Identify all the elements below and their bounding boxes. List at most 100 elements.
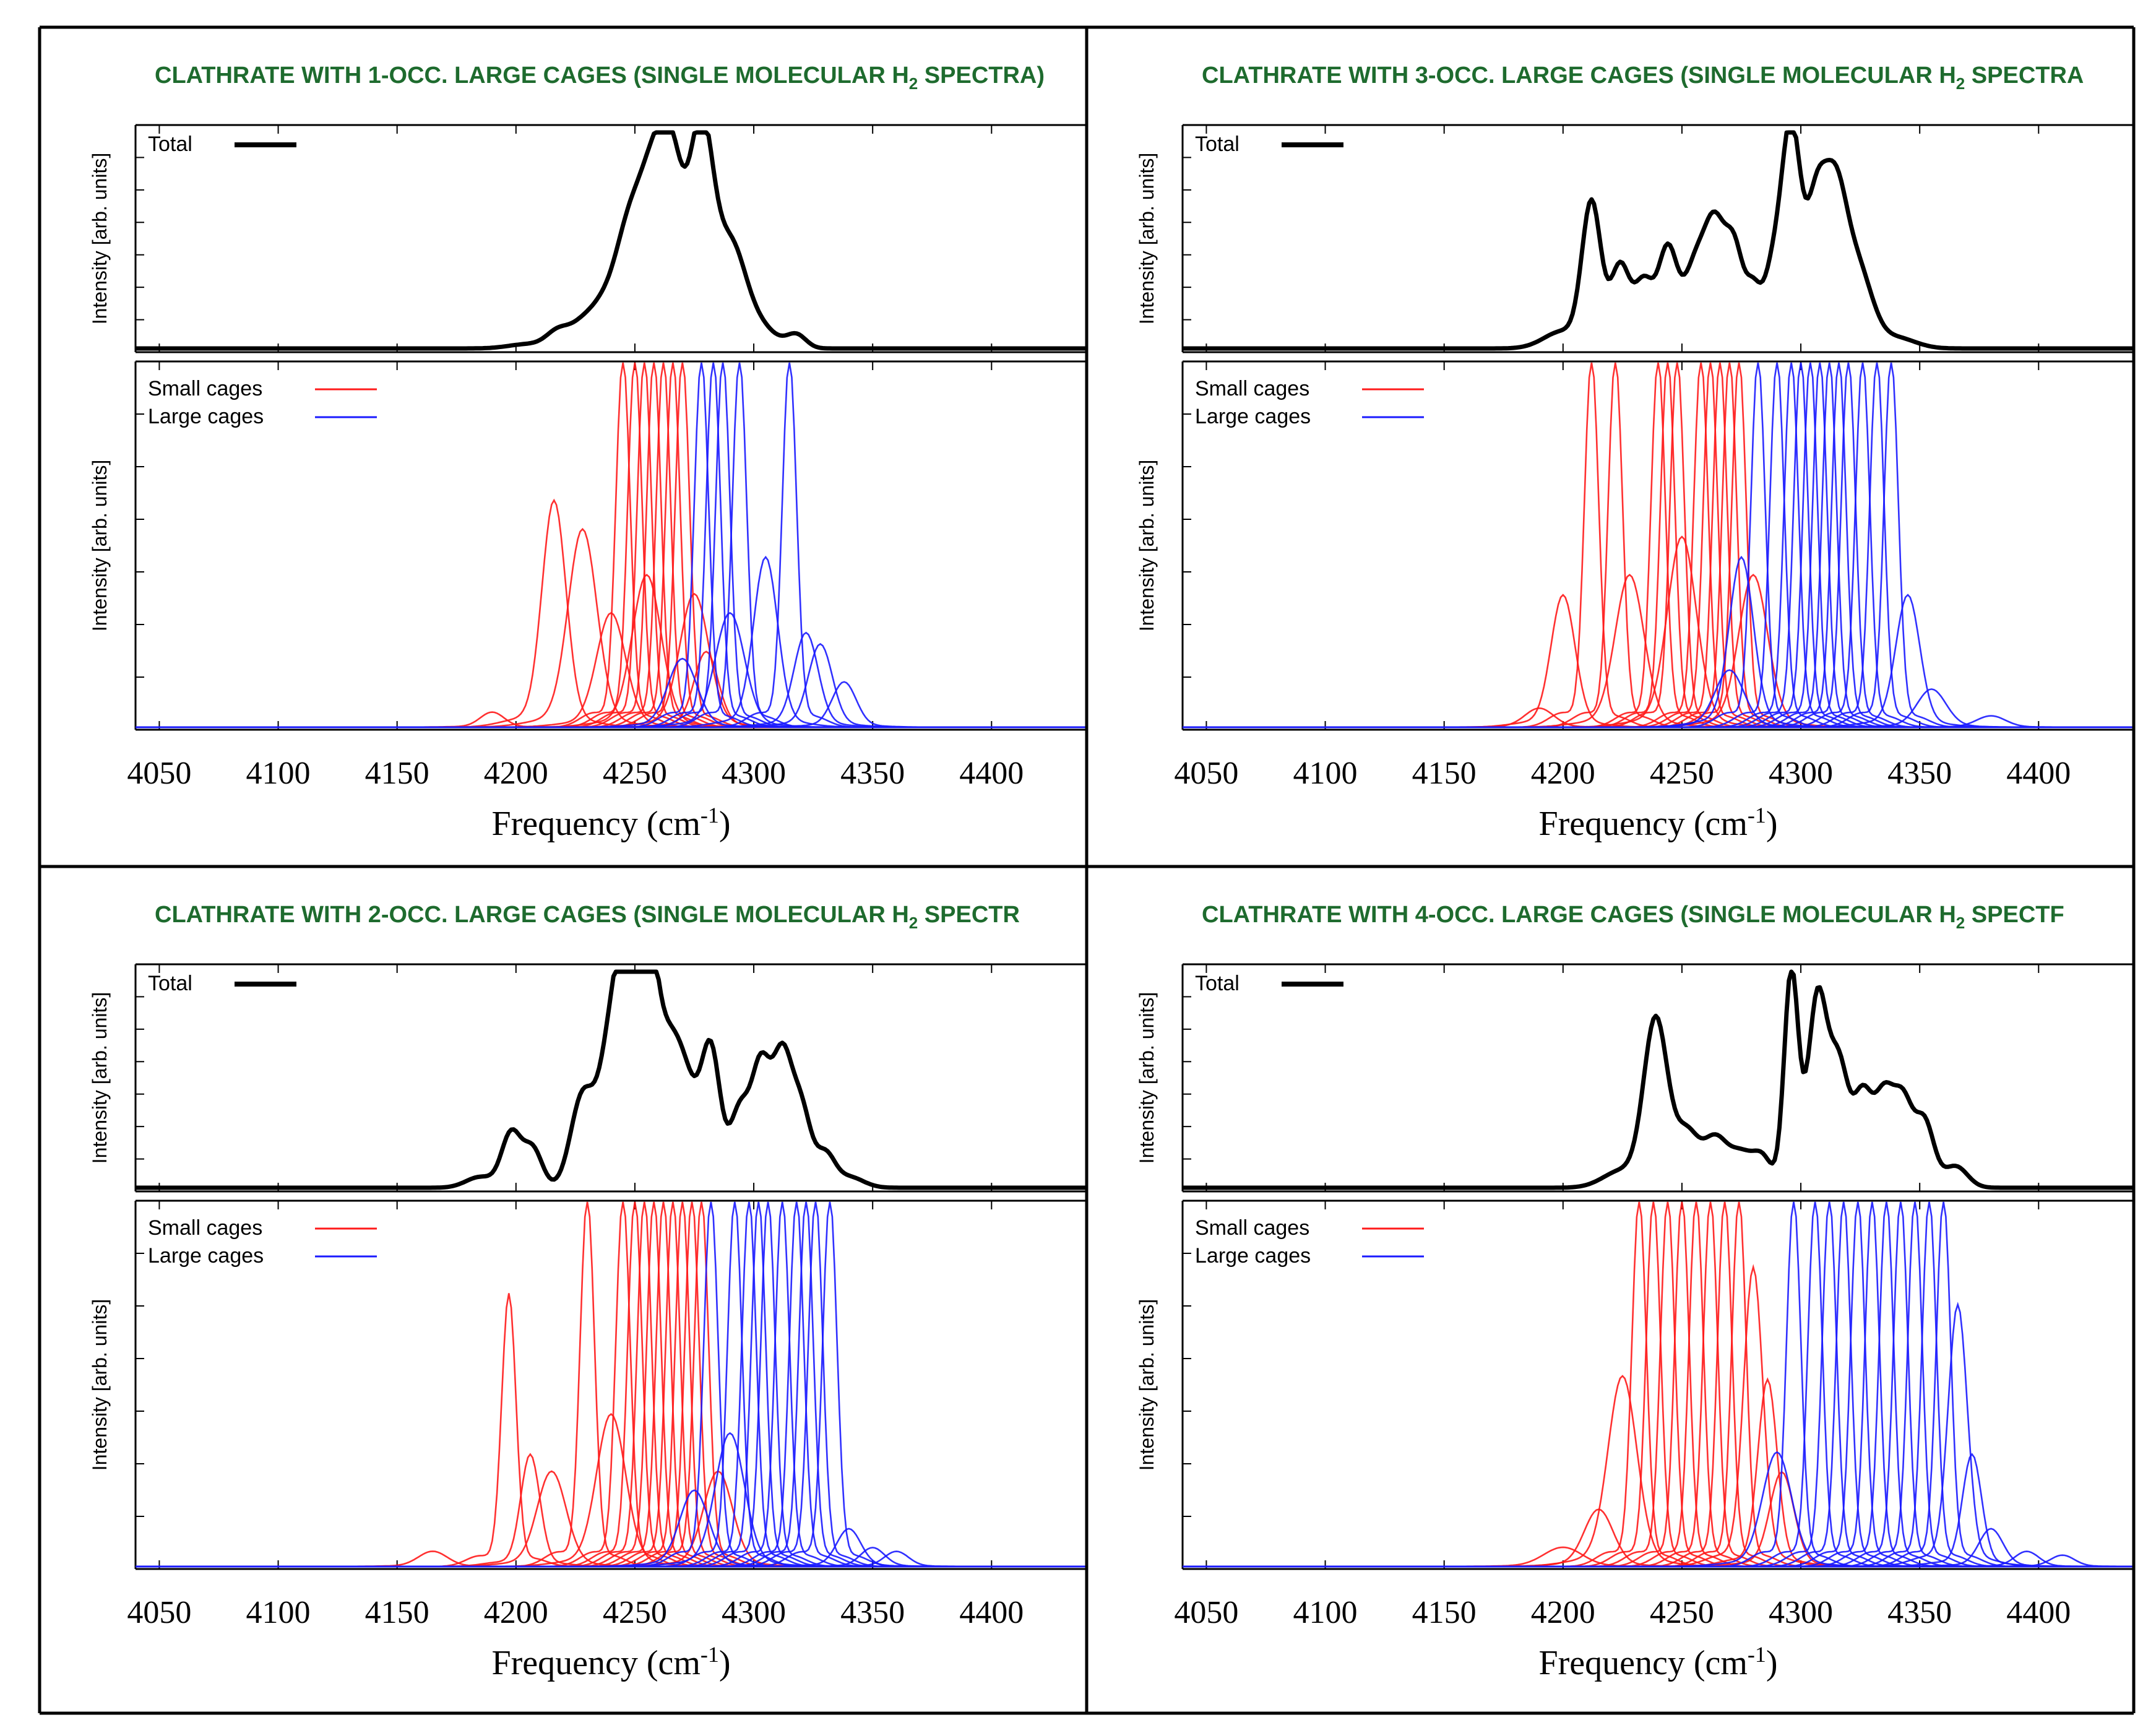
x-tick-label: 4150 [1412,1595,1477,1630]
legend-small: Small cages [148,377,377,400]
series-large-cages [1183,362,2134,728]
panel-title-main: CLATHRATE WITH 2-OCC. LARGE CAGES (SINGL… [155,902,909,928]
series-large-cages [136,1201,1087,1568]
cages-y-axis-label: Intensity [arb. units] [1136,1299,1158,1471]
x-tick-label: 4400 [2006,756,2071,791]
x-tick-label: 4350 [1887,1595,1952,1630]
series-total-line [1183,130,2134,351]
series-large-cages [1183,1201,2134,1568]
x-axis-label-close: ) [1766,805,1778,843]
x-tick-label: 4200 [484,1595,548,1630]
legend-large: Large cages [148,405,377,428]
x-axis-label-superscript: -1 [1748,803,1766,828]
x-axis-label-main: Frequency (cm [491,1644,700,1682]
panel-title-subscript: 2 [909,74,918,93]
x-tick-label: 4200 [1531,1595,1595,1630]
x-tick-label: 4300 [722,1595,786,1630]
series-total-line [136,130,1087,351]
legend-total-label: Total [148,972,192,995]
panel-bottom-right: CLATHRATE WITH 4-OCC. LARGE CAGES (SINGL… [1136,902,2134,1682]
x-axis-label-superscript: -1 [701,1642,719,1667]
panel-title-tail: SPECTRA) [918,63,1045,89]
legend-small-label: Small cages [148,377,262,400]
panel-title-main: CLATHRATE WITH 3-OCC. LARGE CAGES (SINGL… [1202,63,1956,89]
x-axis-label: Frequency (cm-1) [491,803,730,843]
series-total-line [136,969,1087,1190]
x-tick-label: 4300 [1769,756,1833,791]
legend-large: Large cages [1195,1244,1424,1268]
total-y-axis-label: Intensity [arb. units] [88,992,111,1164]
legend-large: Large cages [148,1244,377,1268]
x-axis-label-main: Frequency (cm [1538,805,1747,843]
legend-total-label: Total [148,132,192,156]
legend-large-label: Large cages [148,405,264,428]
cages-y-axis-label: Intensity [arb. units] [88,460,111,631]
x-tick-label: 4050 [1174,756,1238,791]
x-tick-label: 4400 [959,1595,1024,1630]
series-large-line [1183,669,2134,728]
x-tick-label: 4050 [127,1595,191,1630]
x-axis-label-main: Frequency (cm [1538,1644,1747,1682]
x-tick-label: 4100 [246,756,311,791]
panel-title: CLATHRATE WITH 1-OCC. LARGE CAGES (SINGL… [155,63,1045,93]
panel-title-main: CLATHRATE WITH 4-OCC. LARGE CAGES (SINGL… [1202,902,1956,928]
x-axis-label-superscript: -1 [1748,1642,1766,1667]
x-tick-label: 4100 [1293,1595,1358,1630]
panels-group: CLATHRATE WITH 1-OCC. LARGE CAGES (SINGL… [88,63,2134,1682]
x-axis-label: Frequency (cm-1) [1538,1642,1777,1682]
x-tick-label: 4300 [1769,1595,1833,1630]
x-tick-label: 4050 [1174,1595,1238,1630]
legend-total-label: Total [1195,132,1240,156]
panel-top-left: CLATHRATE WITH 1-OCC. LARGE CAGES (SINGL… [88,63,1087,843]
x-tick-label: 4250 [1650,1595,1714,1630]
total-y-axis-label: Intensity [arb. units] [1136,153,1158,324]
legend-large: Large cages [1195,405,1424,428]
x-axis-label-superscript: -1 [701,803,719,828]
panel-title-subscript: 2 [1956,74,1965,93]
x-tick-label: 4400 [959,756,1024,791]
series-large-line [1183,1451,2134,1568]
panel-title-tail: SPECTRA [1965,63,2084,89]
x-tick-label: 4250 [603,756,667,791]
total-y-axis-label: Intensity [arb. units] [88,153,111,324]
panel-title-subscript: 2 [909,914,918,932]
legend-large-label: Large cages [1195,1244,1311,1268]
panel-title: CLATHRATE WITH 2-OCC. LARGE CAGES (SINGL… [155,902,1020,932]
legend-small: Small cages [1195,1216,1424,1240]
legend-large-label: Large cages [1195,405,1311,428]
legend-total: Total [148,132,296,156]
legend-total: Total [1195,972,1343,995]
x-axis-label: Frequency (cm-1) [1538,803,1777,843]
panel-top-right: CLATHRATE WITH 3-OCC. LARGE CAGES (SINGL… [1136,63,2134,843]
series-large-cages [136,362,1087,728]
x-axis-label-close: ) [1766,1644,1778,1682]
x-axis-label-main: Frequency (cm [491,805,700,843]
series-large-line [136,1489,1087,1568]
figure-frame [38,25,2136,1715]
cages-y-axis-label: Intensity [arb. units] [1136,460,1158,631]
x-tick-label: 4150 [1412,756,1477,791]
x-tick-label: 4300 [722,756,786,791]
x-axis-label: Frequency (cm-1) [491,1642,730,1682]
x-axis-label-close: ) [719,1644,731,1682]
panel-title: CLATHRATE WITH 4-OCC. LARGE CAGES (SINGL… [1202,902,2064,932]
legend-large-label: Large cages [148,1244,264,1268]
panel-title-tail: SPECTR [918,902,1020,928]
x-tick-label: 4400 [2006,1595,2071,1630]
legend-small: Small cages [148,1216,377,1240]
legend-small-label: Small cages [1195,377,1309,400]
panel-bottom-left: CLATHRATE WITH 2-OCC. LARGE CAGES (SINGL… [88,902,1087,1682]
x-tick-label: 4150 [365,756,429,791]
cages-y-axis-label: Intensity [arb. units] [88,1299,111,1471]
x-tick-label: 4350 [1887,756,1952,791]
x-tick-label: 4250 [1650,756,1714,791]
x-tick-label: 4100 [1293,756,1358,791]
total-y-axis-label: Intensity [arb. units] [1136,992,1158,1164]
x-tick-label: 4350 [840,756,905,791]
legend-total: Total [1195,132,1343,156]
panel-title: CLATHRATE WITH 3-OCC. LARGE CAGES (SINGL… [1202,63,2084,93]
panel-title-tail: SPECTF [1965,902,2064,928]
series-large-line [136,657,1087,728]
x-tick-label: 4200 [484,756,548,791]
x-tick-label: 4050 [127,756,191,791]
